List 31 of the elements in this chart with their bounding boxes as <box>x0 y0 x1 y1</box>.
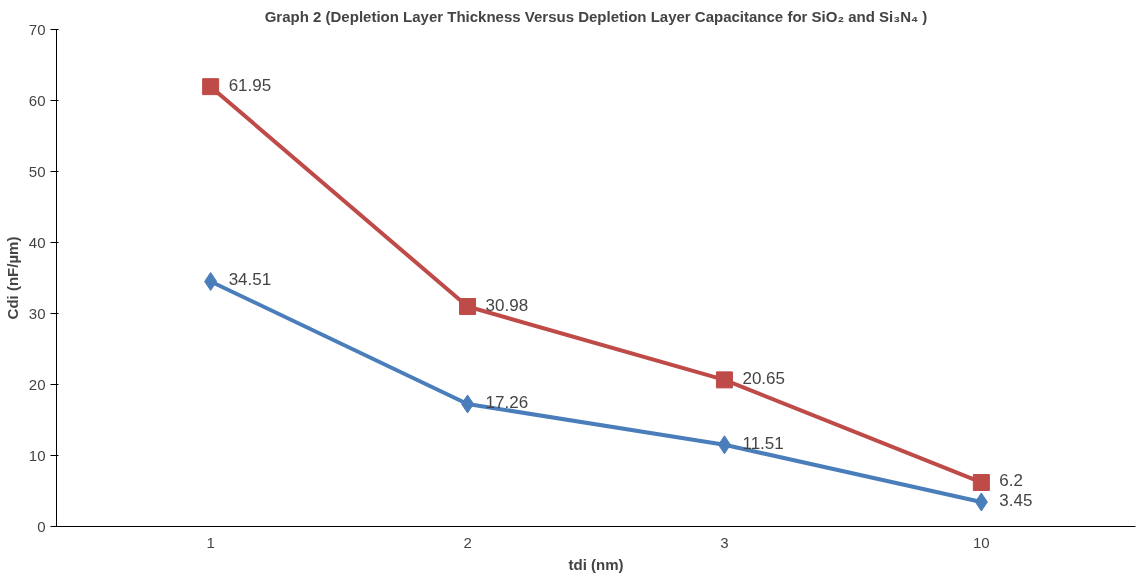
point <box>715 371 733 389</box>
point <box>459 298 477 316</box>
data-label: 20.65 <box>742 368 785 388</box>
y-tick-label: 20 <box>28 375 46 393</box>
data-label: 30.98 <box>485 295 529 315</box>
data-label: 3.45 <box>999 491 1033 511</box>
point <box>461 394 475 414</box>
y-tick-label: 50 <box>28 162 46 180</box>
point <box>972 473 990 491</box>
data-label: 61.95 <box>228 75 272 95</box>
point <box>974 492 988 512</box>
data-label: 17.26 <box>485 392 529 412</box>
data-label: 34.51 <box>228 270 272 290</box>
y-tick-label: 60 <box>28 91 46 109</box>
y-tick-label: 0 <box>37 517 46 535</box>
data-label: 6.2 <box>999 471 1023 491</box>
y-tick-label: 70 <box>28 20 46 38</box>
x-tick-label: 2 <box>463 533 472 551</box>
x-tick-label: 1 <box>206 533 215 551</box>
y-axis-title: Cdi (nF/µm) <box>3 236 21 320</box>
point <box>202 78 220 96</box>
point <box>204 271 218 291</box>
x-tick-label: 10 <box>973 533 990 551</box>
y-tick-label: 10 <box>28 446 46 464</box>
y-tick-label: 30 <box>28 304 46 322</box>
data-label: 11.51 <box>742 433 784 453</box>
chart-title: Graph 2 (Depletion Layer Thickness Versus Depletion Layer Capacitance for SiO₂ and Si₃N₄ ) <box>264 7 928 25</box>
x-axis-title: tdi (nm) <box>568 555 624 573</box>
point <box>717 435 731 455</box>
y-tick-label: 40 <box>28 233 46 251</box>
x-tick-label: 3 <box>720 533 729 551</box>
